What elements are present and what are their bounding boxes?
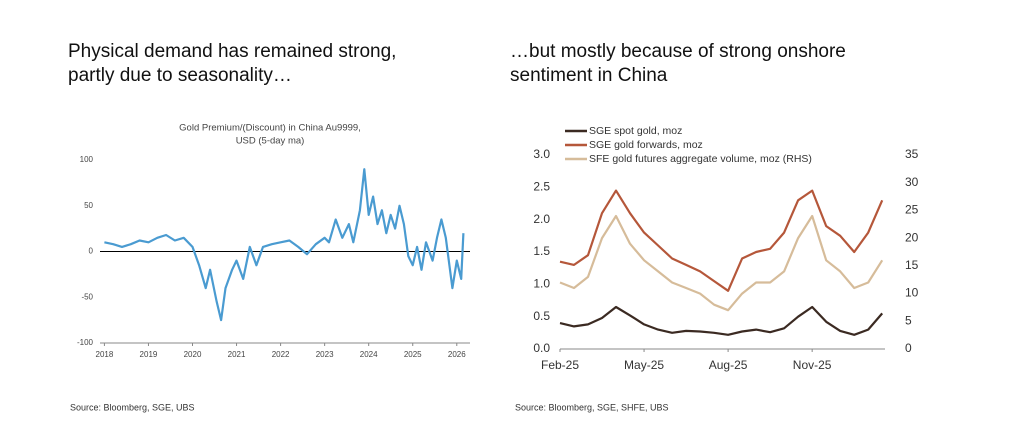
x-tick-label: 2022	[272, 350, 290, 359]
x-tick-label: 2024	[360, 350, 378, 359]
x-tick-label: 2020	[184, 350, 202, 359]
y2-tick-label: 15	[905, 258, 919, 272]
series-line	[559, 214, 884, 312]
y-tick-label: 2.0	[533, 212, 550, 226]
y2-tick-label: 35	[905, 147, 919, 161]
y-tick-label: 2.5	[533, 180, 550, 194]
headline: …but mostly because of strong onshore	[510, 41, 846, 62]
headline: sentiment in China	[510, 65, 668, 86]
x-tick-label: 2023	[316, 350, 334, 359]
x-tick-label: Aug-25	[709, 358, 748, 372]
x-tick-label: Nov-25	[793, 358, 832, 372]
x-tick-label: 2019	[140, 350, 158, 359]
x-tick-label: Feb-25	[541, 358, 579, 372]
chart-title: USD (5-day ma)	[236, 136, 305, 147]
y-tick-label: 3.0	[533, 147, 550, 161]
y-tick-label: 1.0	[533, 277, 550, 291]
y-tick-label: -100	[77, 338, 94, 347]
x-tick-label: 2018	[96, 350, 114, 359]
legend-label: SFE gold futures aggregate volume, moz (…	[589, 153, 812, 165]
y-tick-label: 100	[80, 155, 94, 164]
y2-tick-label: 30	[905, 175, 919, 189]
series-line	[104, 168, 465, 322]
series-line	[559, 189, 884, 292]
source: Source: Bloomberg, SGE, UBS	[70, 402, 195, 412]
y-tick-label: 0	[89, 247, 94, 256]
y-tick-label: 1.5	[533, 244, 550, 258]
y-tick-label: 50	[84, 201, 93, 210]
y2-tick-label: 5	[905, 313, 912, 327]
y2-tick-label: 25	[905, 203, 919, 217]
legend-label: SGE spot gold, moz	[589, 125, 682, 137]
y2-tick-label: 20	[905, 230, 919, 244]
series-line	[559, 305, 884, 336]
y2-tick-label: 0	[905, 341, 912, 355]
headline: Physical demand has remained strong,	[68, 41, 396, 62]
x-tick-label: 2025	[404, 350, 422, 359]
headline: partly due to seasonality…	[68, 65, 292, 86]
y2-tick-label: 10	[905, 286, 919, 300]
y-tick-label: -50	[81, 292, 93, 301]
legend-label: SGE gold forwards, moz	[589, 139, 703, 151]
x-tick-label: 2021	[228, 350, 246, 359]
y-tick-label: 0.5	[533, 309, 550, 323]
x-tick-label: May-25	[624, 358, 664, 372]
chart-title: Gold Premium/(Discount) in China Au9999,	[179, 123, 361, 134]
x-tick-label: 2026	[448, 350, 466, 359]
source: Source: Bloomberg, SGE, SHFE, UBS	[515, 402, 669, 412]
y-tick-label: 0.0	[533, 341, 550, 355]
